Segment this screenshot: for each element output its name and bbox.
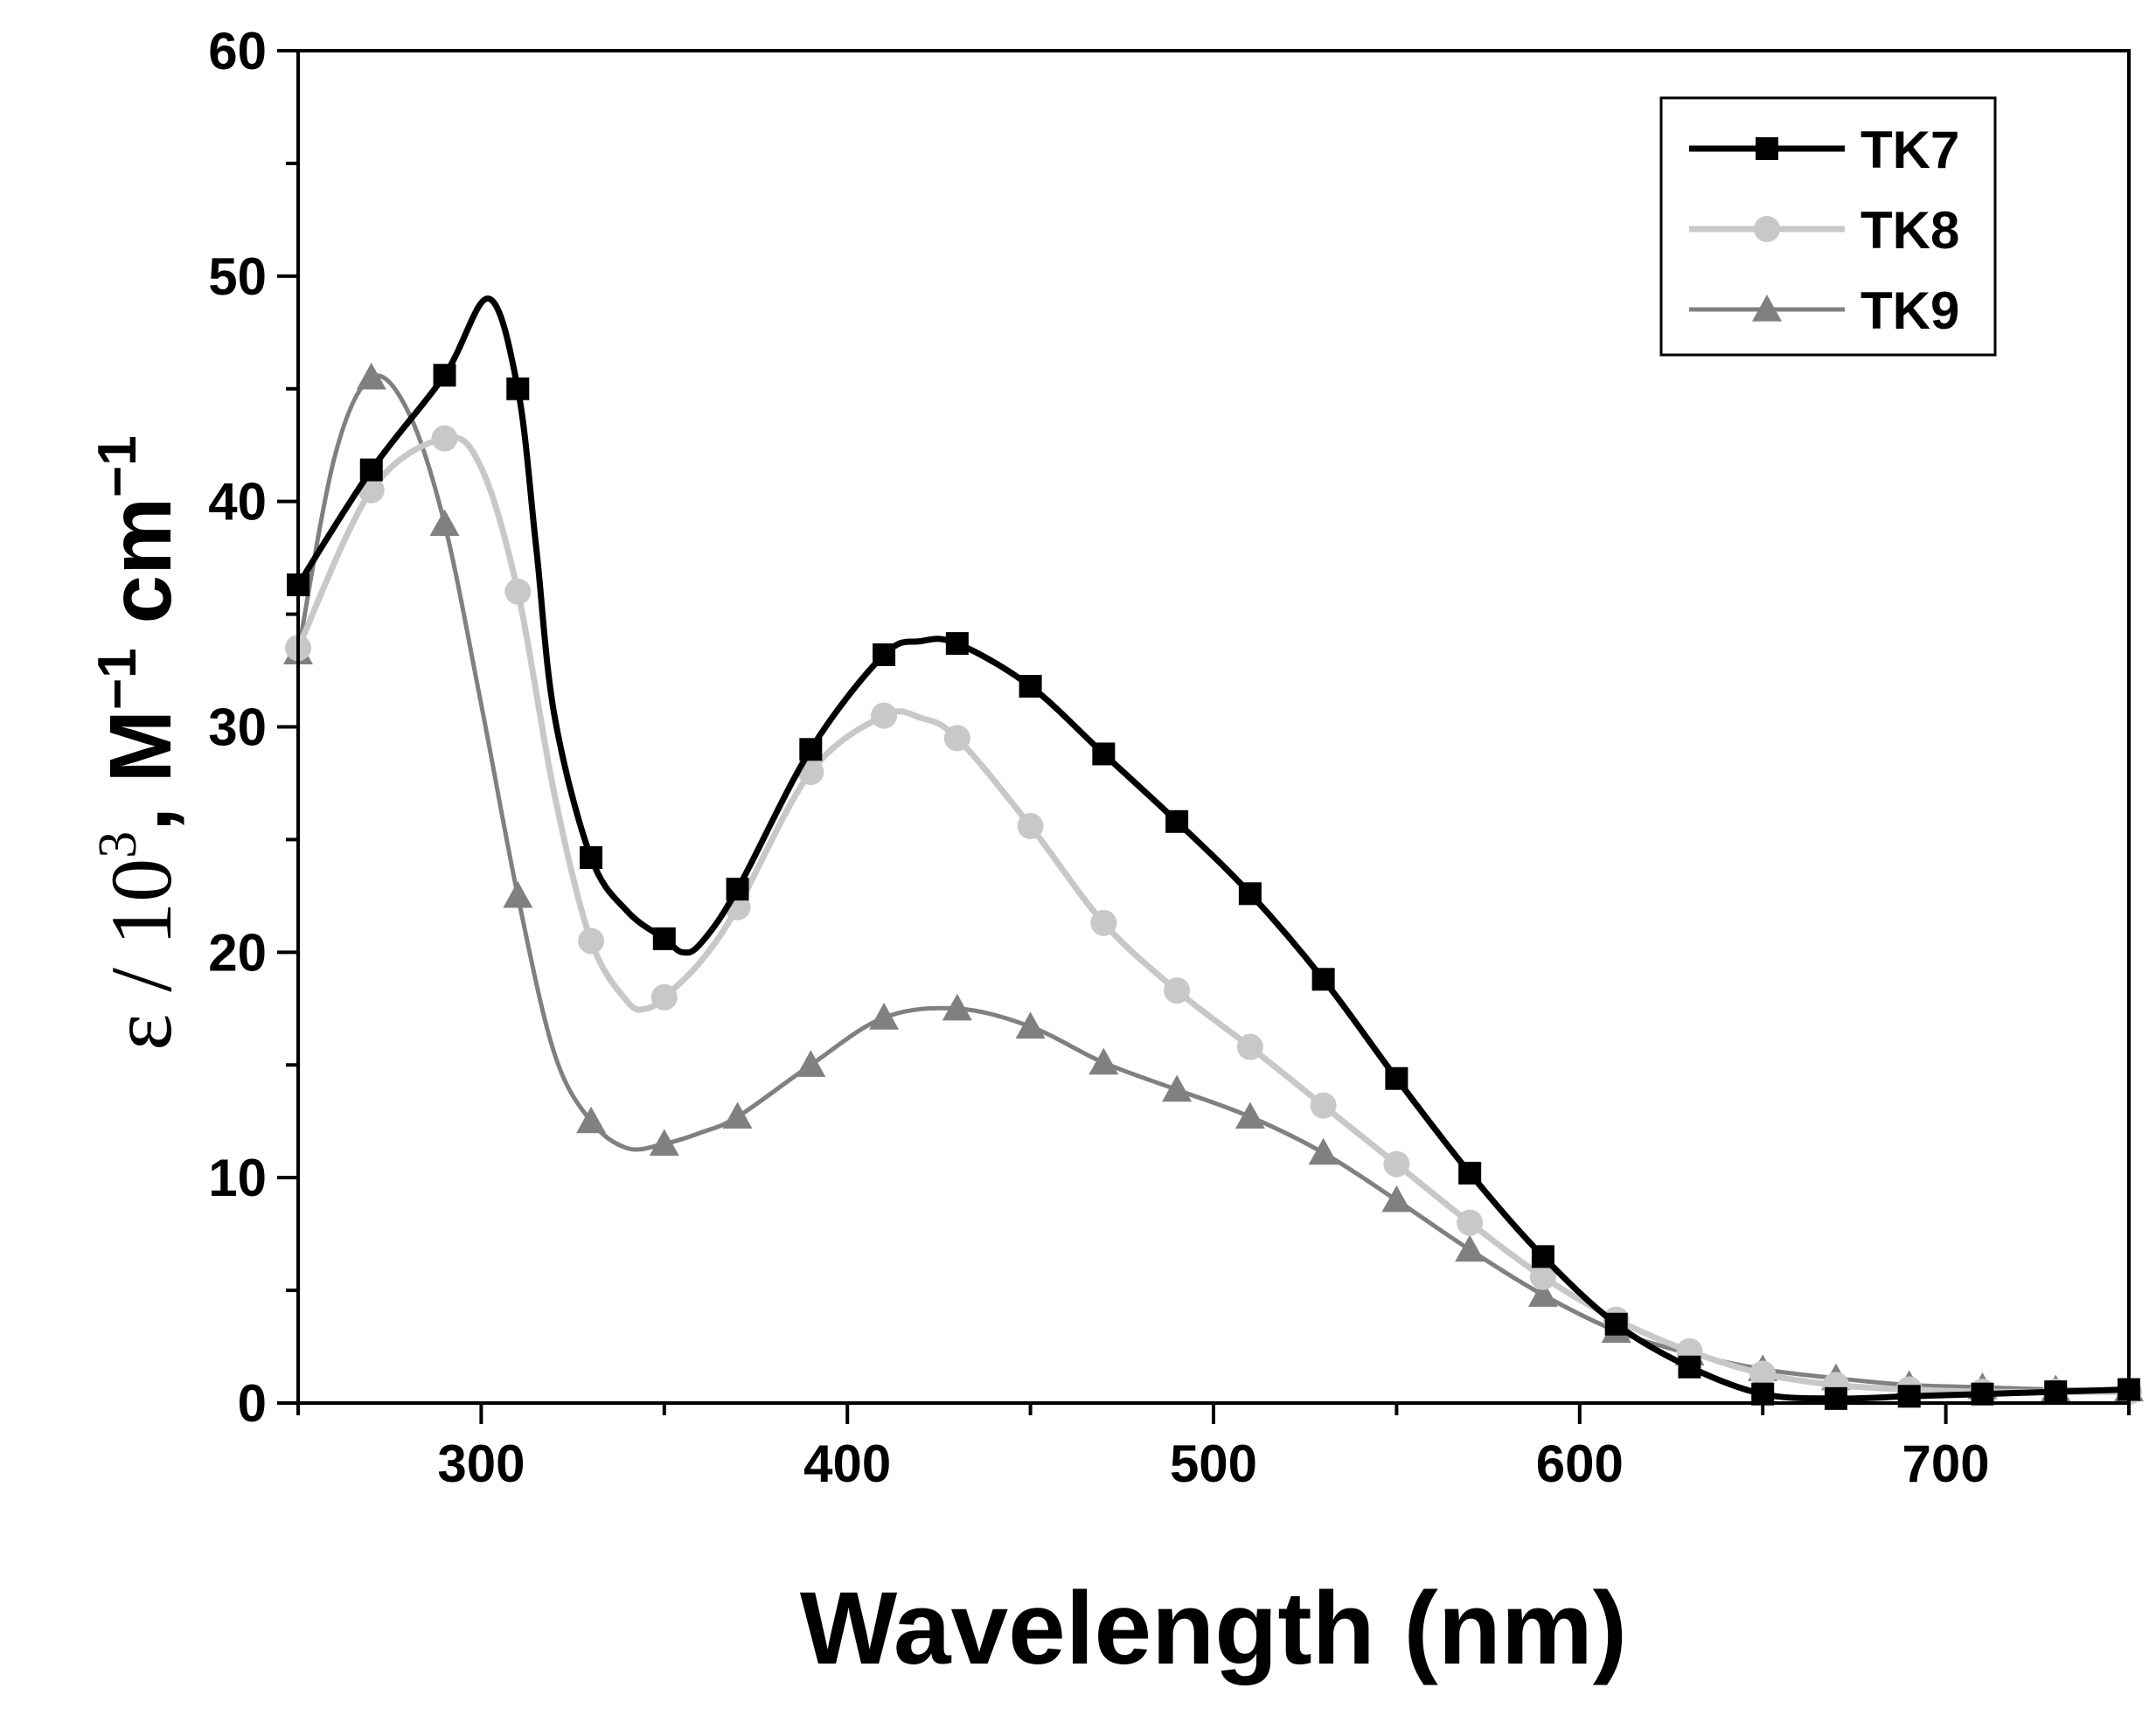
data-point-tk8 xyxy=(871,702,898,729)
data-point-tk8 xyxy=(1164,977,1191,1004)
legend-label-tk9: TK9 xyxy=(1860,281,1959,340)
data-point-tk9 xyxy=(1527,1280,1558,1307)
y-axis-title-cm: cm xyxy=(92,497,190,648)
y-axis-title: ε / 103, M−1 cm−1 xyxy=(87,435,190,1050)
series-tk8 xyxy=(285,425,2142,1406)
y-axis-title-sep: , xyxy=(92,782,190,831)
data-point-tk9 xyxy=(1308,1137,1339,1165)
data-point-tk9 xyxy=(1455,1234,1485,1262)
data-point-tk9 xyxy=(576,1106,607,1134)
x-tick-label: 600 xyxy=(1536,1435,1624,1493)
series-tk9 xyxy=(283,362,2144,1402)
data-point-tk9 xyxy=(1088,1047,1119,1075)
data-point-tk8 xyxy=(1090,909,1117,936)
data-point-tk8 xyxy=(1017,812,1044,839)
data-point-tk9 xyxy=(503,880,533,908)
data-point-tk7 xyxy=(873,643,896,666)
data-point-tk7 xyxy=(506,377,530,400)
series-line-tk7 xyxy=(296,295,2130,1402)
data-point-tk7 xyxy=(359,458,383,482)
axis-layer: 300 400 500 600 700 0 10 20 30 40 50 60 xyxy=(208,22,2131,1493)
legend-items: TK7 TK8 TK9 xyxy=(1689,121,1959,340)
data-point-tk9 xyxy=(1234,1101,1265,1129)
data-point-tk9 xyxy=(722,1101,753,1129)
data-point-tk7 xyxy=(1678,1355,1701,1379)
x-tick-label: 400 xyxy=(803,1435,891,1493)
data-point-tk8 xyxy=(1236,1033,1263,1060)
data-point-tk7 xyxy=(1019,675,1042,698)
y-tick-label: 60 xyxy=(208,22,267,80)
data-point-tk7 xyxy=(1238,882,1262,906)
data-point-tk7 xyxy=(580,846,603,870)
data-point-tk7 xyxy=(2044,1380,2068,1404)
data-point-tk8 xyxy=(1749,1360,1777,1387)
y-axis-title-prefix-sup: 3 xyxy=(88,831,148,858)
data-point-tk9 xyxy=(796,1050,826,1077)
data-point-tk8 xyxy=(504,578,532,605)
data-point-tk7 xyxy=(1385,1066,1408,1090)
data-point-tk8 xyxy=(1457,1209,1484,1236)
x-tick-label: 500 xyxy=(1170,1435,1257,1493)
data-point-tk9 xyxy=(429,509,460,537)
y-tick-label: 50 xyxy=(208,247,267,306)
data-point-tk9 xyxy=(356,362,386,390)
data-point-tk9 xyxy=(1162,1074,1193,1102)
x-tick-label: 300 xyxy=(437,1435,525,1493)
data-point-tk8 xyxy=(431,425,458,452)
x-axis-title: Wavelength (nm) xyxy=(800,1571,1627,1686)
x-tick-label: 700 xyxy=(1902,1435,1990,1493)
series-tk7 xyxy=(287,295,2140,1410)
y-tick-label: 30 xyxy=(208,698,267,757)
data-point-tk8 xyxy=(578,927,605,955)
data-point-tk7 xyxy=(1604,1312,1628,1336)
legend-item-tk9: TK9 xyxy=(1689,281,1959,340)
y-axis-title-prefix: ε / 10 xyxy=(93,858,190,1051)
y-tick-label: 40 xyxy=(208,473,267,531)
data-point-tk7 xyxy=(1165,809,1189,833)
data-point-tk7 xyxy=(1311,968,1335,991)
data-point-tk8 xyxy=(1383,1150,1410,1178)
legend-marker-tk7 xyxy=(1756,137,1778,160)
y-tick-label: 0 xyxy=(238,1374,267,1433)
data-point-tk7 xyxy=(1458,1162,1482,1185)
data-point-tk8 xyxy=(1310,1092,1337,1119)
legend: TK7 TK8 TK9 xyxy=(1659,96,1997,357)
data-point-tk7 xyxy=(433,364,456,387)
data-point-tk8 xyxy=(1529,1263,1556,1290)
data-point-tk7 xyxy=(945,632,969,656)
legend-item-tk8: TK8 xyxy=(1689,201,1959,260)
data-point-tk9 xyxy=(942,993,972,1021)
data-point-tk9 xyxy=(1381,1184,1412,1212)
legend-label-tk7: TK7 xyxy=(1860,121,1959,179)
data-point-tk7 xyxy=(652,927,676,950)
y-tick-label: 10 xyxy=(208,1149,267,1207)
y-axis-title-m-sup: −1 xyxy=(87,648,148,710)
data-point-tk7 xyxy=(1824,1386,1847,1410)
data-point-tk9 xyxy=(649,1129,679,1157)
data-point-tk7 xyxy=(1531,1245,1554,1268)
legend-label-tk8: TK8 xyxy=(1860,201,1959,260)
data-point-tk8 xyxy=(650,983,678,1011)
data-point-tk7 xyxy=(726,878,749,901)
data-point-tk7 xyxy=(799,738,823,761)
legend-marker-tk8 xyxy=(1754,216,1780,242)
y-axis-title-cm-sup: −1 xyxy=(87,435,148,497)
y-tick-label: 20 xyxy=(208,923,267,982)
series-layer xyxy=(283,295,2144,1410)
data-point-tk8 xyxy=(943,725,970,752)
y-axis-title-m: M xyxy=(92,710,190,782)
data-point-tk9 xyxy=(1015,1011,1046,1039)
legend-marker-tk9 xyxy=(1752,295,1782,322)
data-point-tk7 xyxy=(1092,742,1116,766)
legend-item-tk7: TK7 xyxy=(1689,121,1959,179)
data-point-tk9 xyxy=(869,1003,900,1030)
series-line-tk8 xyxy=(295,434,2129,1395)
